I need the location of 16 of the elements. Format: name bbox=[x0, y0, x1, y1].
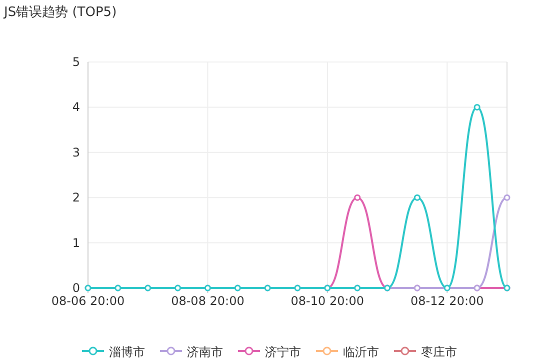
legend-label: 临沂市 bbox=[343, 345, 379, 359]
legend-label: 淄博市 bbox=[109, 345, 145, 359]
y-tick-label: 2 bbox=[72, 190, 80, 205]
y-tick-label: 5 bbox=[72, 55, 80, 69]
x-tick-label: 08-12 20:00 bbox=[410, 294, 484, 308]
x-tick-label: 08-10 20:00 bbox=[290, 294, 364, 308]
legend-label: 济南市 bbox=[187, 345, 223, 359]
legend-label: 枣庄市 bbox=[421, 345, 457, 359]
legend-label: 济宁市 bbox=[265, 345, 301, 359]
x-tick-label: 08-06 20:00 bbox=[51, 294, 125, 308]
y-tick-label: 1 bbox=[72, 236, 80, 250]
y-tick-label: 4 bbox=[72, 100, 80, 114]
y-tick-label: 3 bbox=[72, 145, 80, 160]
chart-title: JS错误趋势 (TOP5) bbox=[3, 5, 117, 20]
x-tick-label: 08-08 20:00 bbox=[171, 294, 244, 308]
y-tick-label: 0 bbox=[72, 281, 80, 295]
